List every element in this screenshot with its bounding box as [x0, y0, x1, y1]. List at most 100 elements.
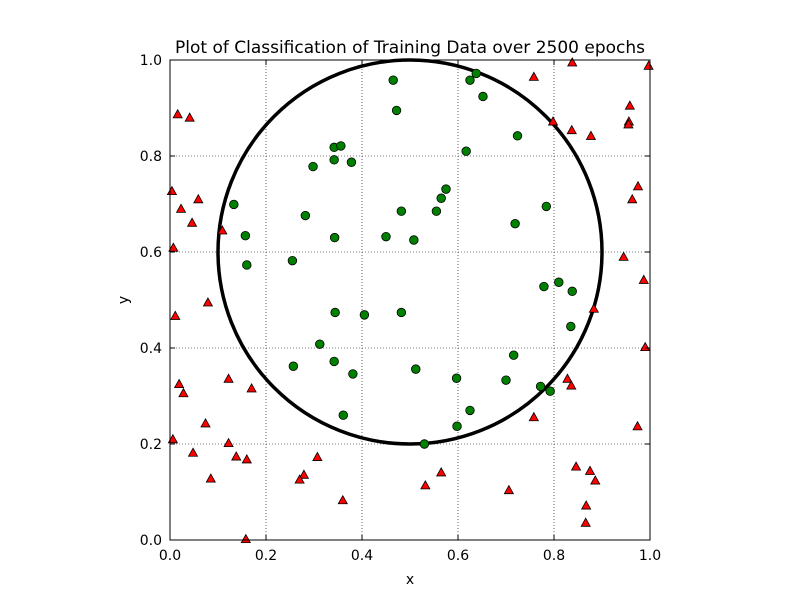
point-circle — [451, 373, 462, 383]
x-tick-label: 0.2 — [255, 548, 277, 564]
y-tick-label: 0.8 — [140, 149, 162, 165]
point-triangle — [312, 451, 323, 461]
point-triangle — [241, 454, 252, 464]
point-circle — [336, 141, 346, 151]
point-circle — [465, 405, 475, 416]
point-circle — [471, 68, 481, 79]
point-circle — [535, 381, 546, 392]
point-triangle — [528, 71, 540, 81]
point-triangle — [167, 433, 179, 444]
point-triangle — [436, 466, 447, 477]
x-tick-label: 0.6 — [447, 548, 469, 564]
point-circle — [411, 364, 421, 374]
point-circle — [287, 255, 298, 266]
point-triangle — [223, 437, 234, 448]
point-triangle — [640, 341, 651, 352]
point-circle — [381, 231, 391, 242]
point-circle — [441, 184, 451, 194]
point-triangle — [547, 116, 559, 126]
point-circle — [566, 321, 576, 332]
point-triangle — [580, 517, 591, 527]
point-triangle — [567, 57, 578, 67]
y-axis-label: y — [116, 296, 132, 304]
point-triangle — [623, 118, 634, 129]
point-triangle — [187, 447, 199, 457]
point-triangle — [643, 60, 654, 70]
point-triangle — [503, 484, 515, 495]
grid-lines — [170, 60, 650, 540]
point-circle — [242, 260, 252, 270]
point-circle — [346, 157, 357, 167]
point-triangle — [205, 473, 216, 483]
point-circle — [461, 146, 471, 156]
point-triangle — [175, 203, 187, 213]
point-circle — [288, 361, 299, 371]
point-circle — [419, 439, 430, 449]
point-triangle — [294, 474, 305, 484]
point-circle — [308, 161, 318, 172]
point-triangle — [172, 108, 183, 119]
point-triangle — [186, 217, 198, 227]
point-triangle — [298, 469, 310, 479]
point-triangle — [566, 124, 577, 135]
point-circle — [391, 105, 402, 116]
y-tick-label: 1.0 — [140, 53, 162, 69]
point-triangle — [632, 420, 643, 431]
point-circle — [545, 386, 555, 396]
point-triangle — [588, 303, 600, 313]
point-triangle — [223, 373, 234, 383]
point-triangle — [166, 185, 178, 196]
point-triangle — [627, 193, 638, 204]
point-triangle — [420, 479, 431, 490]
point-circle — [554, 277, 564, 287]
point-triangle — [570, 461, 582, 471]
point-circle — [315, 339, 325, 349]
point-circle — [300, 210, 311, 221]
point-triangle — [193, 193, 204, 204]
point-circle — [452, 421, 462, 431]
point-circle — [329, 232, 340, 243]
point-circle — [541, 201, 552, 212]
point-triangle — [624, 100, 636, 110]
point-triangle — [168, 242, 179, 252]
point-triangle — [528, 411, 540, 422]
point-circle — [338, 410, 348, 420]
axis-ticks: 0.0 0.2 0.4 0.6 0.8 1.0 0.0 0.2 0.4 0.6 0.8 1.0 — [140, 53, 661, 564]
point-circle — [409, 235, 419, 245]
point-circle — [567, 286, 577, 297]
point-triangle — [202, 297, 214, 307]
point-triangle — [231, 451, 242, 461]
point-circle — [388, 75, 398, 85]
point-triangle — [217, 225, 228, 235]
x-axis-label: x — [406, 572, 414, 588]
point-triangle — [566, 380, 577, 390]
y-tick-label: 0.2 — [140, 437, 162, 453]
point-triangle — [618, 251, 629, 261]
point-triangle — [638, 274, 649, 284]
point-circle — [510, 218, 520, 229]
y-tick-label: 0.4 — [140, 341, 162, 357]
point-triangle — [562, 373, 573, 383]
x-tick-label: 0.8 — [543, 548, 565, 564]
point-triangle — [178, 387, 189, 398]
point-circle — [512, 131, 523, 141]
point-triangle — [580, 500, 592, 510]
point-triangle — [200, 418, 211, 428]
point-triangle — [240, 533, 252, 544]
data-points — [166, 57, 654, 544]
point-triangle — [337, 494, 348, 505]
point-circle — [359, 310, 370, 320]
point-triangle — [170, 310, 181, 320]
point-circle — [396, 206, 407, 216]
point-circle — [508, 350, 519, 360]
point-circle — [436, 193, 446, 203]
point-triangle — [584, 465, 596, 475]
y-tick-label: 0.6 — [140, 245, 162, 261]
point-triangle — [173, 378, 185, 389]
point-triangle — [246, 382, 257, 393]
point-circle — [348, 369, 358, 379]
x-tick-label: 0.4 — [351, 548, 373, 564]
point-circle — [330, 307, 340, 318]
